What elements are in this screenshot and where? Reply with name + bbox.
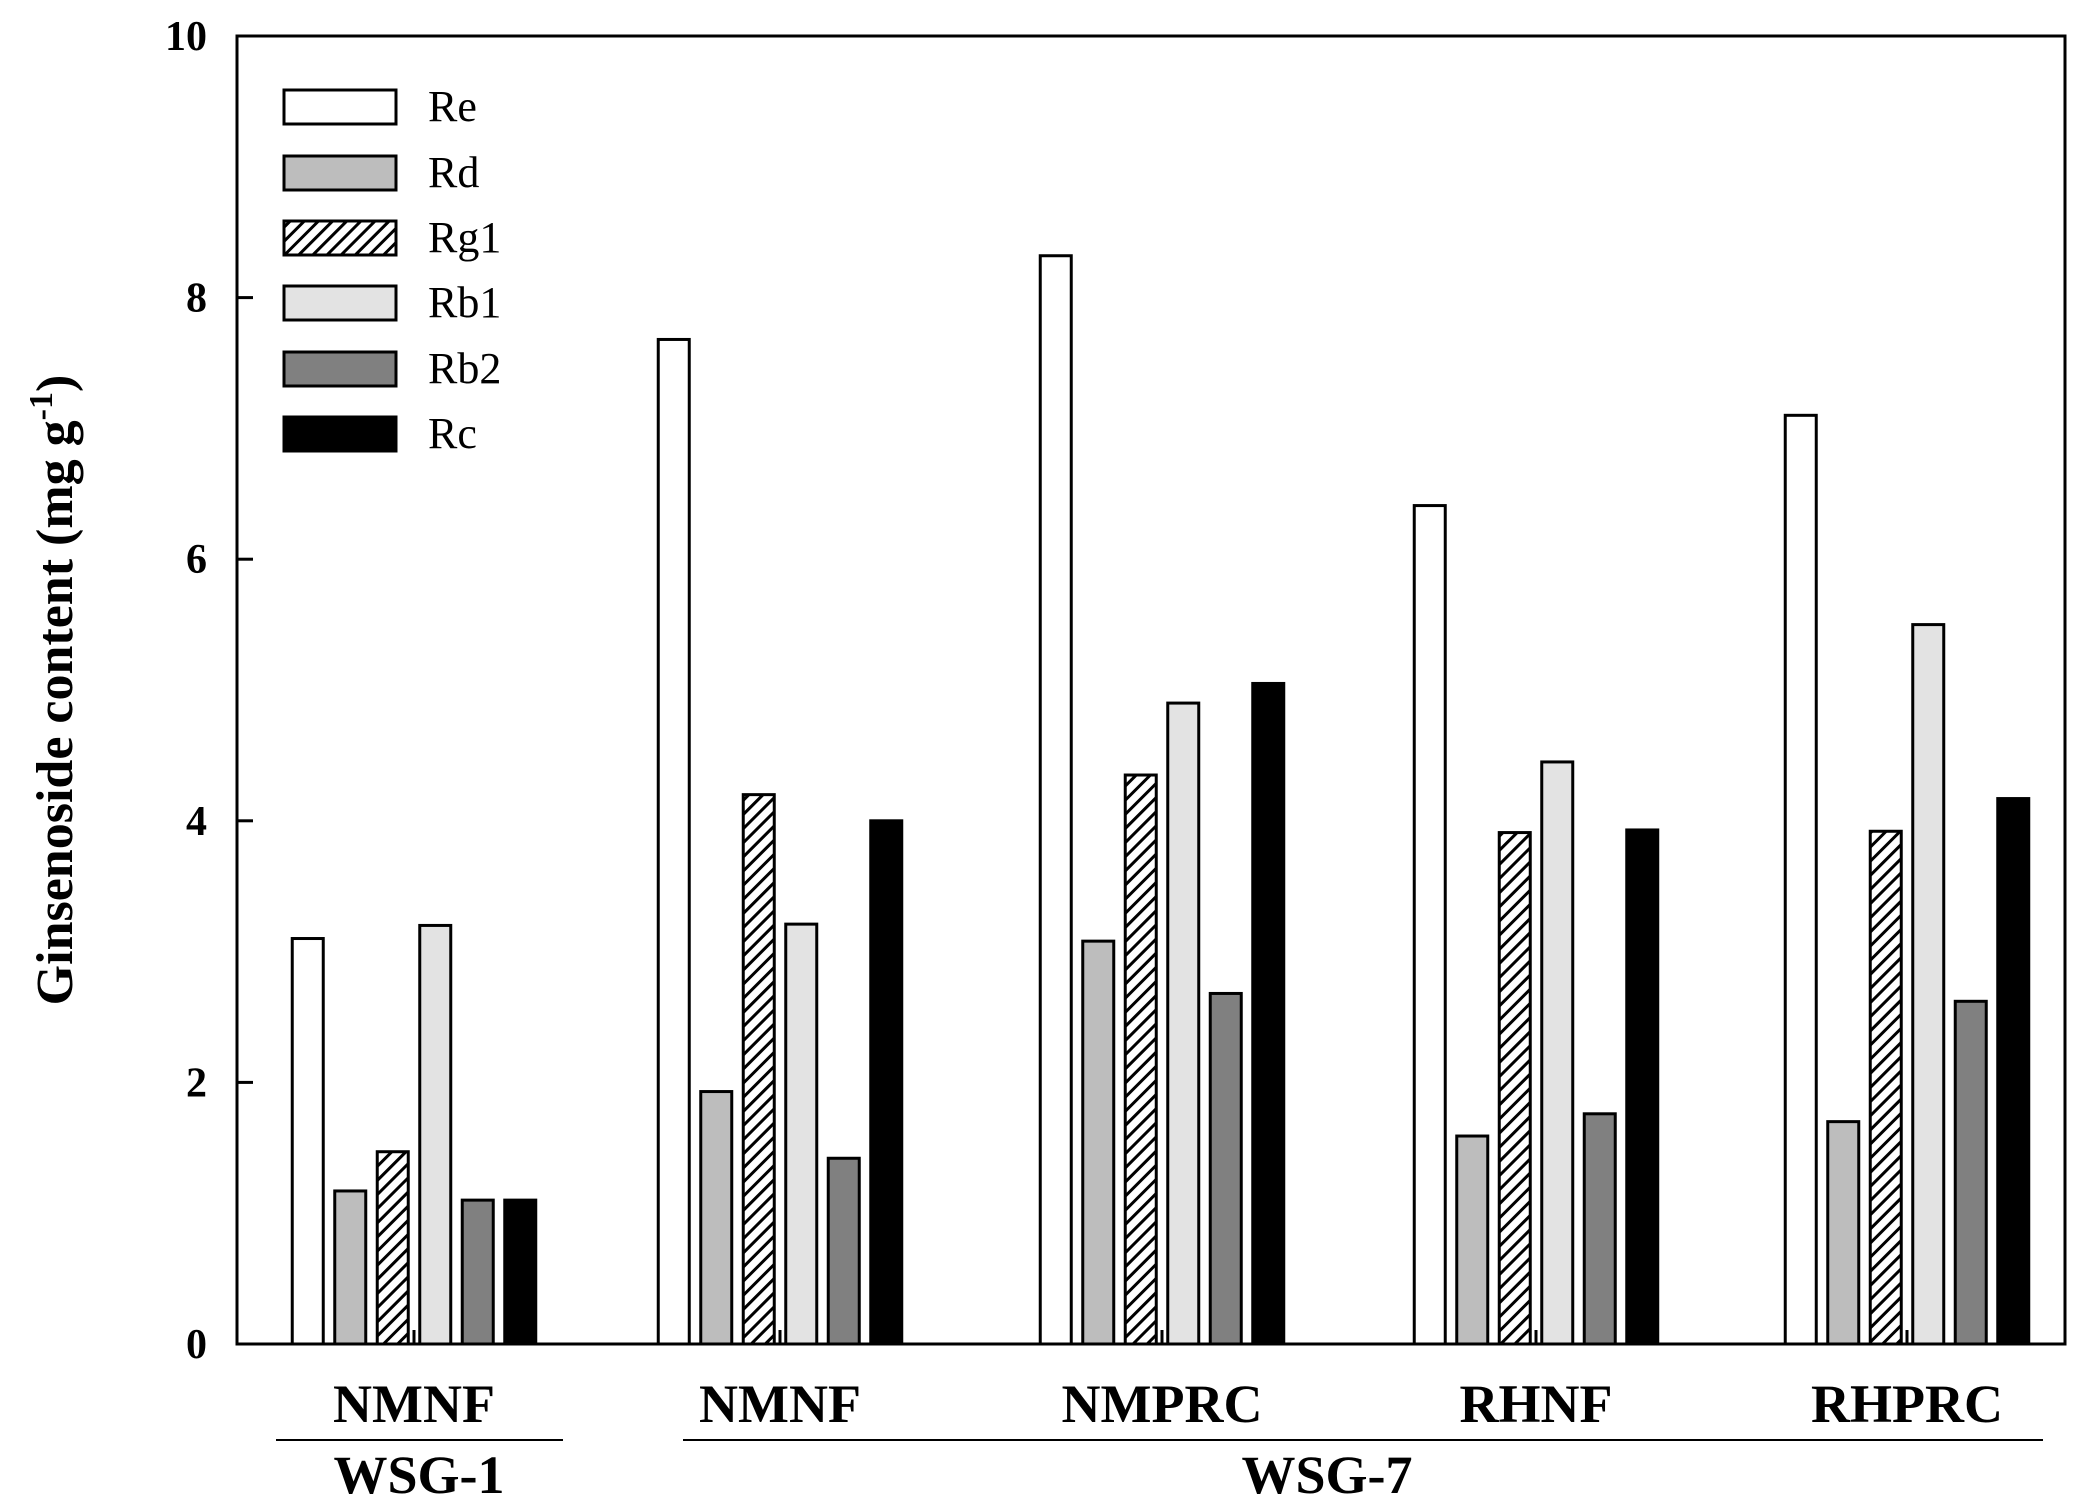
bar-rd-3 xyxy=(1455,1134,1490,1346)
legend-label-rg1: Rg1 xyxy=(428,213,501,262)
group-labels: WSG-1 WSG-7 xyxy=(276,1439,2043,1505)
y-ticks: 0 2 4 6 8 10 xyxy=(165,14,253,1368)
category-label: NMNF xyxy=(699,1374,861,1434)
legend-label-rb2: Rb2 xyxy=(428,344,501,393)
category-label: RHPRC xyxy=(1811,1374,2003,1434)
y-tick-label: 6 xyxy=(186,537,207,583)
bar-rc-1 xyxy=(869,819,904,1346)
bar-rc-4 xyxy=(1996,797,2031,1346)
legend-label-rb1: Rb1 xyxy=(428,278,501,327)
bar-rb1-3 xyxy=(1540,760,1575,1346)
category-label: NMNF xyxy=(333,1374,495,1434)
bar-rg1-1 xyxy=(741,793,776,1346)
y-axis-label-main: Ginsenoside content (mg g xyxy=(27,420,84,1005)
bar-rb2-0 xyxy=(460,1198,495,1346)
bar-re-3 xyxy=(1412,504,1447,1346)
bar-rg1-0 xyxy=(375,1150,410,1346)
group-label: WSG-7 xyxy=(1241,1445,1412,1505)
legend-label-rd: Rd xyxy=(428,148,479,197)
legend-swatch-re xyxy=(282,88,398,126)
bar-rb1-4 xyxy=(1911,623,1946,1346)
bar-re-0 xyxy=(290,937,325,1346)
legend-swatch-rc xyxy=(282,415,398,453)
y-tick-label: 10 xyxy=(165,14,207,60)
bar-rb2-2 xyxy=(1208,991,1243,1346)
bar-re-1 xyxy=(656,337,691,1346)
legend-swatch-rb1 xyxy=(282,284,398,322)
category-label: RHNF xyxy=(1460,1374,1613,1434)
bar-rd-0 xyxy=(333,1189,368,1346)
y-axis-label: Ginsenoside content (mg g-1) xyxy=(23,375,84,1006)
bar-re-4 xyxy=(1783,413,1818,1346)
bar-rd-2 xyxy=(1081,939,1116,1346)
bar-rg1-3 xyxy=(1497,831,1532,1346)
legend-swatch-rg1 xyxy=(282,219,398,257)
bar-rb1-1 xyxy=(784,922,819,1346)
legend: Re Rd Rg1 Rb1 Rb2 Rc xyxy=(282,82,501,458)
bar-rb2-4 xyxy=(1953,999,1988,1346)
y-axis-label-close: ) xyxy=(27,375,84,392)
bar-rc-2 xyxy=(1251,681,1286,1346)
y-tick-label: 8 xyxy=(186,276,207,322)
bar-rb2-1 xyxy=(826,1156,861,1346)
bar-rc-3 xyxy=(1625,828,1660,1346)
y-tick-label: 0 xyxy=(186,1322,207,1368)
legend-swatch-rd xyxy=(282,154,398,192)
legend-label-re: Re xyxy=(428,82,477,131)
y-axis-label-sup: -1 xyxy=(23,392,60,420)
legend-label-rc: Rc xyxy=(428,409,477,458)
bar-rb1-2 xyxy=(1166,701,1201,1346)
bar-rb1-0 xyxy=(418,923,453,1346)
bar-rd-1 xyxy=(699,1090,734,1346)
group-label: WSG-1 xyxy=(333,1445,504,1505)
bar-re-2 xyxy=(1038,254,1073,1346)
category-label: NMPRC xyxy=(1062,1374,1263,1434)
bars xyxy=(290,254,2031,1346)
bar-rg1-2 xyxy=(1123,773,1158,1346)
bar-rd-4 xyxy=(1826,1120,1861,1346)
y-tick-label: 2 xyxy=(186,1060,207,1106)
bar-rb2-3 xyxy=(1582,1112,1617,1346)
legend-swatch-rb2 xyxy=(282,350,398,388)
bar-rc-0 xyxy=(503,1198,538,1346)
category-labels: NMNF NMNF NMPRC RHNF RHPRC xyxy=(333,1330,2003,1434)
bar-rg1-4 xyxy=(1868,829,1903,1346)
y-tick-label: 4 xyxy=(186,799,207,845)
